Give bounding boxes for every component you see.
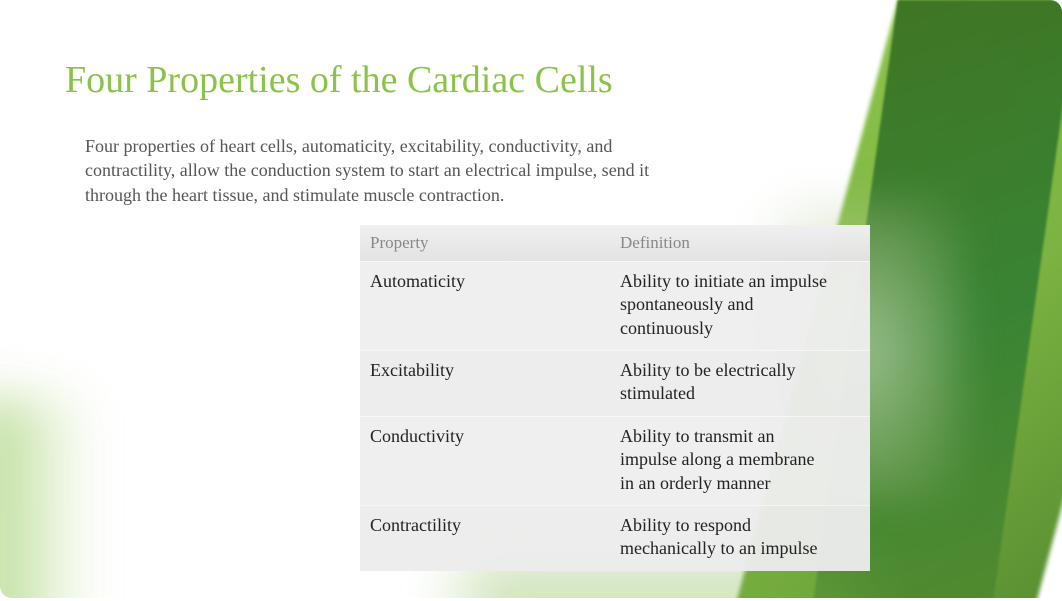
properties-table-container: Property Definition Automaticity Ability… — [360, 225, 870, 571]
table-row: Automaticity Ability to initiate an impu… — [360, 261, 870, 350]
table-row: Conductivity Ability to transmit an impu… — [360, 416, 870, 505]
property-cell: Excitability — [360, 351, 610, 417]
table-header-row: Property Definition — [360, 225, 870, 262]
property-cell: Automaticity — [360, 261, 610, 350]
definition-cell: Ability to initiate an impulse spontaneo… — [610, 261, 870, 350]
table-header-definition: Definition — [610, 225, 870, 262]
definition-cell: Ability to respond mechanically to an im… — [610, 506, 870, 571]
table-header-property: Property — [360, 225, 610, 262]
definition-cell: Ability to be electrically stimulated — [610, 351, 870, 417]
properties-table: Property Definition Automaticity Ability… — [360, 225, 870, 571]
table-row: Contractility Ability to respond mechani… — [360, 506, 870, 571]
property-cell: Conductivity — [360, 416, 610, 505]
slide-title: Four Properties of the Cardiac Cells — [65, 58, 997, 102]
table-row: Excitability Ability to be electrically … — [360, 351, 870, 417]
property-cell: Contractility — [360, 506, 610, 571]
slide-content: Four Properties of the Cardiac Cells Fou… — [0, 0, 1062, 601]
definition-cell: Ability to transmit an impulse along a m… — [610, 416, 870, 505]
slide-description: Four properties of heart cells, automati… — [85, 134, 685, 207]
